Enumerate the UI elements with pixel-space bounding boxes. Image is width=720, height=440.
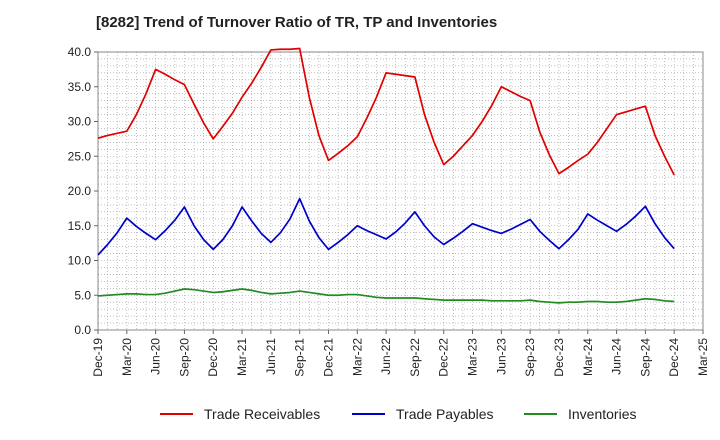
grid xyxy=(98,52,703,330)
y-tick-label: 35.0 xyxy=(68,80,92,94)
trade-receivables-line xyxy=(97,47,675,176)
x-tick-label: Dec-23 xyxy=(552,338,566,377)
x-tick-label: Jun-22 xyxy=(379,338,393,375)
y-tick-label: 10.0 xyxy=(68,254,92,268)
x-tick-label: Mar-25 xyxy=(696,338,710,376)
legend-label-trade-receivables: Trade Receivables xyxy=(204,406,320,422)
legend: Trade Receivables Trade Payables Inventori… xyxy=(160,406,636,422)
x-tick-label: Sep-21 xyxy=(293,338,307,377)
legend-label-inventories: Inventories xyxy=(568,406,636,422)
x-tick-label: Dec-22 xyxy=(437,338,451,377)
y-tick-label: 0.0 xyxy=(74,323,91,337)
legend-label-trade-payables: Trade Payables xyxy=(396,406,494,422)
x-tick-label: Dec-21 xyxy=(321,338,335,377)
x-tick-label: Sep-22 xyxy=(408,338,422,377)
x-tick-label: Mar-20 xyxy=(120,338,134,376)
series-lines xyxy=(97,47,675,304)
x-tick-label: Mar-24 xyxy=(581,338,595,376)
y-tick-label: 5.0 xyxy=(74,288,91,302)
y-tick-label: 25.0 xyxy=(68,149,92,163)
x-tick-label: Dec-20 xyxy=(206,338,220,377)
inventories-line xyxy=(97,288,675,304)
x-tick-label: Jun-23 xyxy=(494,338,508,375)
x-tick-label: Sep-20 xyxy=(177,338,191,377)
x-tick-label: Jun-20 xyxy=(149,338,163,375)
x-tick-label: Jun-24 xyxy=(610,338,624,375)
x-tick-label: Jun-21 xyxy=(264,338,278,375)
x-tick-label: Mar-21 xyxy=(235,338,249,376)
x-tick-label: Sep-24 xyxy=(638,338,652,377)
x-tick-label: Mar-22 xyxy=(350,338,364,376)
y-tick-label: 20.0 xyxy=(68,184,92,198)
x-tick-label: Sep-23 xyxy=(523,338,537,377)
x-tick-label: Dec-19 xyxy=(91,338,105,377)
y-tick-label: 30.0 xyxy=(68,115,92,129)
y-tick-label: 40.0 xyxy=(68,45,92,59)
x-tick-label: Dec-24 xyxy=(667,338,681,377)
x-tick-label: Mar-23 xyxy=(466,338,480,376)
y-tick-label: 15.0 xyxy=(68,219,92,233)
trade-payables-line xyxy=(97,197,675,256)
chart-title: [8282] Trend of Turnover Ratio of TR, TP… xyxy=(96,14,498,31)
axes: 0.0 5.0 10.0 15.0 20.0 25.0 30.0 35.0 40.0 Dec-19… xyxy=(68,45,710,377)
